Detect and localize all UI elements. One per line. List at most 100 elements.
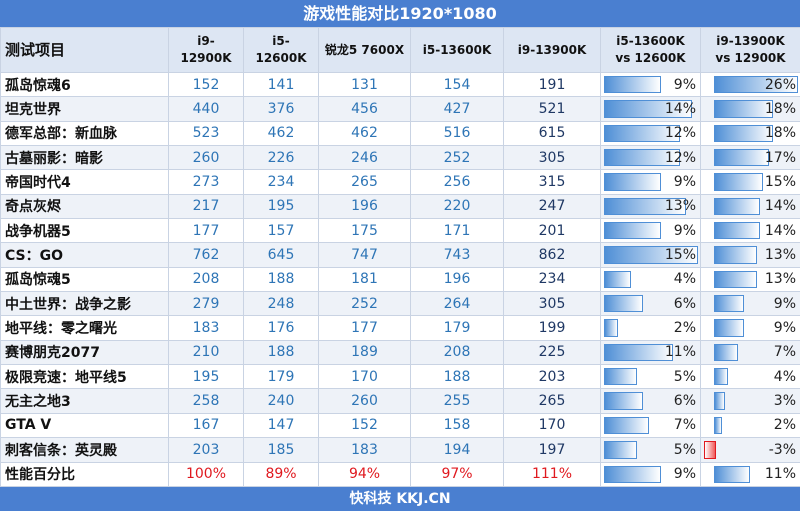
data-bar	[713, 368, 729, 386]
cell: 188	[410, 364, 504, 390]
cell: 456	[318, 96, 411, 122]
cell: 273	[168, 169, 244, 195]
cell: 210	[168, 339, 244, 366]
pct-label: 9%	[773, 320, 796, 337]
pct-label: 13%	[764, 271, 796, 288]
row-label: 极限竞速：地平线5	[0, 364, 169, 390]
cell: 141	[243, 71, 319, 98]
table-row: 坦克世界 440 376 456 427 521 14% 18%	[0, 96, 800, 122]
pct-label: 3%	[773, 393, 796, 410]
cell: 189	[318, 339, 411, 366]
pct-label: 15%	[664, 247, 696, 264]
cell: 89%	[243, 461, 319, 487]
data-bar	[713, 149, 770, 167]
pct-label: 18%	[764, 125, 796, 142]
pct-label: 5%	[673, 441, 696, 458]
header-row: 测试项目 i9-12900K i5-12600K 锐龙5 7600X i5-13600K…	[0, 27, 800, 73]
data-bar	[713, 270, 757, 289]
row-label: 赛博朋克2077	[0, 339, 169, 366]
cell: 170	[503, 412, 601, 439]
pct-cell: 9%	[600, 461, 701, 487]
cell: 171	[410, 218, 504, 244]
pct-label: 14%	[764, 198, 796, 215]
table-row: 中土世界：战争之影 279 248 252 264 305 6% 9%	[0, 291, 800, 317]
cell: 523	[168, 120, 244, 147]
cell: 440	[168, 96, 244, 122]
cell: 196	[410, 266, 504, 293]
data-bar	[713, 319, 745, 337]
cell: 194	[410, 437, 504, 463]
table-row: 帝国时代4 273 234 265 256 315 9% 15%	[0, 169, 800, 195]
cell: 305	[503, 291, 601, 317]
cell: 185	[243, 437, 319, 463]
cell: 248	[243, 291, 319, 317]
title: 游戏性能对比1920*1080	[0, 0, 800, 27]
pct-cell: 12%	[600, 120, 701, 147]
data-bar	[713, 392, 726, 410]
table-row: 奇点灰烬 217 195 196 220 247 13% 14%	[0, 193, 800, 220]
row-label: 性能百分比	[0, 461, 169, 487]
cell: 252	[318, 291, 411, 317]
pct-label: 13%	[664, 198, 696, 215]
data-bar	[604, 368, 637, 386]
cell: 183	[168, 315, 244, 341]
cell: 240	[243, 388, 319, 414]
pct-cell: 9%	[700, 315, 800, 341]
cell: 521	[503, 96, 601, 122]
data-bar	[604, 76, 662, 94]
cell: 264	[410, 291, 504, 317]
row-label: 中土世界：战争之影	[0, 291, 169, 317]
data-bar	[604, 222, 662, 240]
pct-label: 5%	[673, 368, 696, 385]
pct-cell: 9%	[600, 169, 701, 195]
cell: 305	[503, 145, 601, 171]
cell: 462	[243, 120, 319, 147]
pct-label: 12%	[664, 125, 696, 142]
cell: 94%	[318, 461, 411, 487]
header-cell: i5-13600K	[410, 27, 504, 73]
row-label: 刺客信条：英灵殿	[0, 437, 169, 463]
cell: 645	[243, 242, 319, 268]
row-label: 无主之地3	[0, 388, 169, 414]
pct-label: 7%	[673, 417, 696, 434]
cell: 179	[243, 364, 319, 390]
pct-cell: 14%	[600, 96, 701, 122]
cell: 208	[410, 339, 504, 366]
row-label: GTA V	[0, 412, 169, 439]
pct-cell: 4%	[600, 266, 701, 293]
pct-label: 26%	[764, 76, 796, 93]
pct-label: 14%	[664, 101, 696, 118]
table-row: 孤岛惊魂6 152 141 131 154 191 9% 26%	[0, 71, 800, 98]
data-bar	[604, 416, 649, 435]
data-bar	[604, 319, 619, 337]
cell: 279	[168, 291, 244, 317]
data-bar	[713, 100, 773, 118]
pct-cell: 7%	[700, 339, 800, 366]
cell: 265	[318, 169, 411, 195]
cell: 217	[168, 193, 244, 220]
data-bar	[604, 149, 680, 167]
pct-label: 9%	[673, 76, 696, 93]
pct-cell: 9%	[700, 291, 800, 317]
pct-label: 4%	[673, 271, 696, 288]
table-row: GTA V 167 147 152 158 170 7% 2%	[0, 412, 800, 439]
cell: 225	[503, 339, 601, 366]
cell: 196	[318, 193, 411, 220]
data-bar	[604, 270, 631, 289]
pct-cell: 4%	[700, 364, 800, 390]
header-cell: i9-13900K vs 12900K	[700, 27, 800, 73]
pct-cell: 5%	[600, 437, 701, 463]
cell: 247	[503, 193, 601, 220]
cell: 246	[318, 145, 411, 171]
row-label: 奇点灰烬	[0, 193, 169, 220]
cell: 427	[410, 96, 504, 122]
pct-cell: 2%	[700, 412, 800, 439]
header-cell: 锐龙5 7600X	[318, 27, 411, 73]
cell: 188	[243, 339, 319, 366]
table-row: 古墓丽影：暗影 260 226 246 252 305 12% 17%	[0, 145, 800, 171]
table-row: 无主之地3 258 240 260 255 265 6% 3%	[0, 388, 800, 414]
cell: 176	[243, 315, 319, 341]
pct-label: 7%	[773, 344, 796, 361]
cell: 188	[243, 266, 319, 293]
